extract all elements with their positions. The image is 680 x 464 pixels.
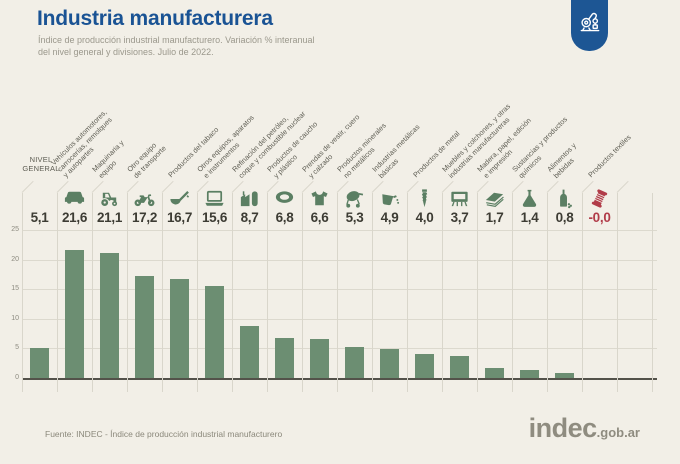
bar-value-label: 5,3 [345,210,364,225]
column-separator-diagonal [21,180,34,193]
bar [65,250,84,378]
bar [555,373,574,378]
subtitle-line-1: Índice de producción industrial manufact… [38,35,315,45]
indec-logo-suffix: .gob.ar [596,425,640,440]
bar-value-label: 4,9 [380,210,399,225]
column-separator [22,193,23,392]
bar [240,326,259,378]
paper-wood-icon [480,185,509,211]
tractor-icon [95,185,124,211]
x-axis-baseline [22,378,657,380]
bar [450,356,469,378]
bar-value-label: 0,8 [555,210,574,225]
y-axis-tick-label: 10 [11,314,19,322]
column-separator [617,193,618,392]
bar-value-label: 17,2 [131,210,158,225]
bar [310,339,329,378]
column-separator [547,193,548,392]
bar [520,370,539,378]
column-separator [127,193,128,392]
indec-logo: indec .gob.ar [529,413,640,444]
bar-value-label: 6,8 [275,210,294,225]
bar [205,286,224,378]
bar [345,347,364,378]
category-label: Otro equipo de transporte [125,140,168,180]
gridline [22,230,657,231]
bar [380,349,399,378]
column-separator [162,193,163,392]
bar-value-label: 21,1 [96,210,123,225]
furniture-icon [445,185,474,211]
laptop-icon [200,185,229,211]
bar [275,338,294,378]
source-note: Fuente: INDEC - Índice de producción ind… [45,429,283,439]
column-separator [512,193,513,392]
bar-value-label: 8,7 [240,210,259,225]
gridline [22,348,657,350]
page-title: Industria manufacturera [37,7,273,30]
bar-value-label: -0,0 [588,210,611,225]
gridline [22,318,657,320]
column-separator [442,193,443,392]
bar-value-label: 6,6 [310,210,329,225]
y-axis-tick-label: 15 [11,285,19,293]
column-separator [582,193,583,392]
chemical-flask-icon [515,185,544,211]
bar-value-label: 21,6 [61,210,88,225]
bottle-icon [550,185,579,211]
category-label-nivel-general: NIVEL GENERAL [22,155,60,173]
bar-value-label: 16,7 [166,210,193,225]
screw-icon [410,185,439,211]
page-subtitle: Índice de producción industrial manufact… [38,34,315,58]
bar [135,276,154,378]
bar [415,354,434,378]
bar-value-label: 3,7 [450,210,469,225]
column-separator [302,193,303,392]
bar-value-label: 1,7 [485,210,504,225]
sweater-icon [305,185,334,211]
column-separator [372,193,373,392]
indec-badge [571,0,608,51]
tire-icon [270,185,299,211]
y-axis-tick-label: 25 [11,226,19,233]
car-icon [60,185,89,211]
column-separator [92,193,93,392]
robot-arm-icon [577,0,603,51]
column-separator [232,193,233,392]
cement-mixer-icon [340,185,369,211]
gridline [22,259,657,261]
bar-value-label: 1,4 [520,210,539,225]
oil-refinery-icon [235,185,264,211]
bar [30,348,49,378]
metal-crucible-icon [375,185,404,211]
y-axis-tick-label: 0 [15,374,19,381]
column-separator [477,193,478,392]
bar [100,253,119,378]
column-separator [267,193,268,392]
bar-value-label: 4,0 [415,210,434,225]
y-axis-tick-label: 5 [15,344,19,352]
thread-spool-icon [585,185,614,211]
bar [170,279,189,378]
column-separator [337,193,338,392]
category-label: Productos textiles [586,133,633,180]
column-separator-diagonal [616,180,629,193]
column-separator [407,193,408,392]
gridline [22,289,657,291]
bar [485,368,504,378]
subtitle-line-2: del nivel general y divisiones. Julio de… [38,47,214,57]
tobacco-pipe-icon [165,185,194,211]
column-separator [652,193,653,392]
indec-logo-text: indec [528,413,598,443]
motorcycle-icon [130,185,159,211]
bar-value-label: 5,1 [30,210,49,225]
column-separator [57,193,58,392]
bar-value-label: 15,6 [201,210,228,225]
column-separator [197,193,198,392]
y-axis-tick-label: 20 [11,255,19,263]
